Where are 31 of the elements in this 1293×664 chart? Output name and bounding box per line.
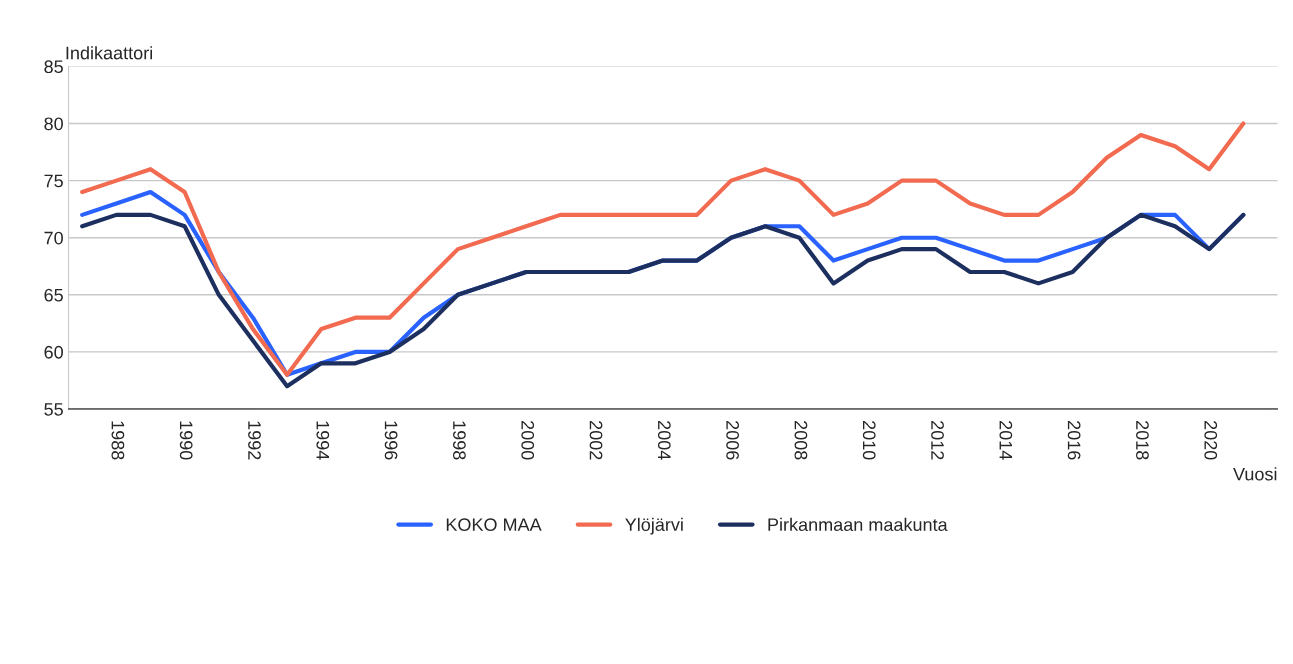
x-tick-label: 2016 [1067, 421, 1081, 460]
x-tick-label: 2020 [1204, 421, 1218, 460]
x-tick-label: 1996 [384, 421, 398, 460]
legend-label: Pirkanmaan maakunta [768, 517, 948, 532]
y-tick-label: 55 [44, 403, 63, 416]
y-tick-label: 65 [44, 288, 63, 302]
legend-label: KOKO MAA [446, 518, 542, 532]
line-series [80, 212, 1246, 389]
y-tick-label: 70 [44, 231, 63, 245]
x-axis-title: Vuosi [1233, 467, 1277, 481]
line-series [80, 121, 1246, 377]
x-tick-label: 2000 [521, 421, 535, 460]
x-tick-label: 1994 [316, 421, 330, 460]
y-tick-label: 85 [44, 60, 63, 74]
x-tick-label: 1992 [248, 421, 261, 460]
y-axis-title: Indikaattori [66, 46, 153, 60]
x-tick-label: 2008 [794, 421, 808, 460]
y-tick-label: 60 [44, 345, 63, 359]
y-tick-label: 75 [44, 174, 63, 188]
x-tick-label: 1998 [453, 421, 466, 460]
x-tick-label: 1990 [179, 421, 193, 460]
y-tick-label: 80 [44, 117, 63, 131]
x-tick-label: 2004 [657, 421, 671, 460]
x-tick-label: 2012 [931, 421, 944, 460]
legend-label: Ylöjärvi [625, 517, 683, 535]
x-tick-label: 2002 [589, 421, 603, 460]
x-tick-label: 2010 [862, 421, 876, 460]
x-tick-label: 2014 [999, 421, 1013, 460]
x-tick-label: 2018 [1136, 421, 1149, 460]
x-tick-label: 1988 [111, 421, 125, 460]
x-tick-label: 2006 [726, 421, 739, 460]
